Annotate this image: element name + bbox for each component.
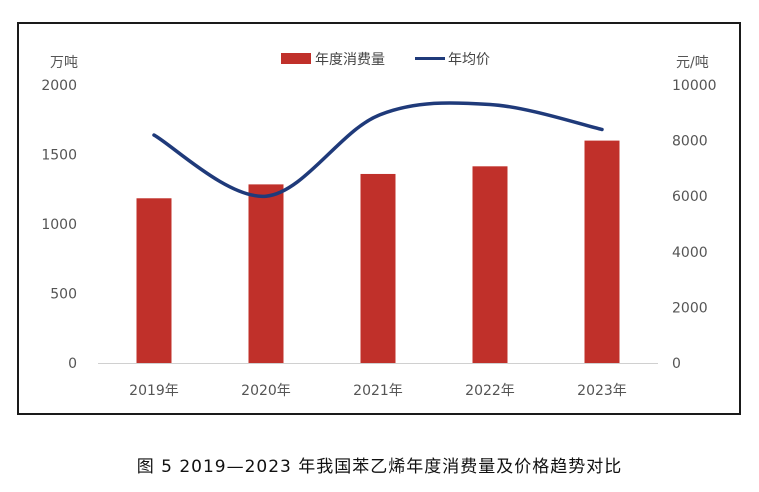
legend-bar-swatch (281, 53, 311, 64)
y-right-tick: 8000 (672, 134, 708, 150)
legend-bar-label: 年度消费量 (315, 52, 385, 68)
bar-4 (472, 166, 508, 363)
price-point-5 (600, 127, 604, 131)
price-point-2 (264, 194, 268, 198)
y-left-tick: 2000 (41, 78, 77, 94)
bar-3 (360, 173, 396, 363)
bar-2 (248, 184, 284, 363)
y-right-tick: 4000 (672, 245, 708, 261)
x-tick: 2022年 (465, 383, 515, 399)
price-point-4 (488, 102, 492, 106)
y-right-tick: 10000 (672, 78, 717, 94)
y-left-tick: 1000 (41, 217, 77, 233)
price-point-1 (152, 133, 156, 137)
y-right-tick: 6000 (672, 189, 708, 205)
legend: 年度消费量 年均价 (281, 52, 490, 68)
bar-1 (136, 198, 172, 363)
x-tick: 2023年 (577, 383, 627, 399)
legend-line-label: 年均价 (448, 52, 490, 68)
y-left-tick: 500 (50, 287, 77, 303)
y-left-unit: 万吨 (50, 55, 78, 71)
x-tick: 2021年 (353, 383, 403, 399)
y-left-tick: 0 (68, 356, 77, 372)
x-tick: 2019年 (129, 383, 179, 399)
price-line (152, 101, 604, 198)
chart-frame (17, 22, 741, 415)
y-right-unit: 元/吨 (676, 55, 709, 71)
y-right-tick: 0 (672, 356, 681, 372)
y-right-tick: 2000 (672, 300, 708, 316)
x-tick: 2020年 (241, 383, 291, 399)
bar-5 (584, 140, 620, 363)
y-left-tick: 1500 (41, 148, 77, 164)
figure-caption: 图 5 2019—2023 年我国苯乙烯年度消费量及价格趋势对比 (136, 457, 623, 477)
price-point-3 (376, 114, 380, 118)
